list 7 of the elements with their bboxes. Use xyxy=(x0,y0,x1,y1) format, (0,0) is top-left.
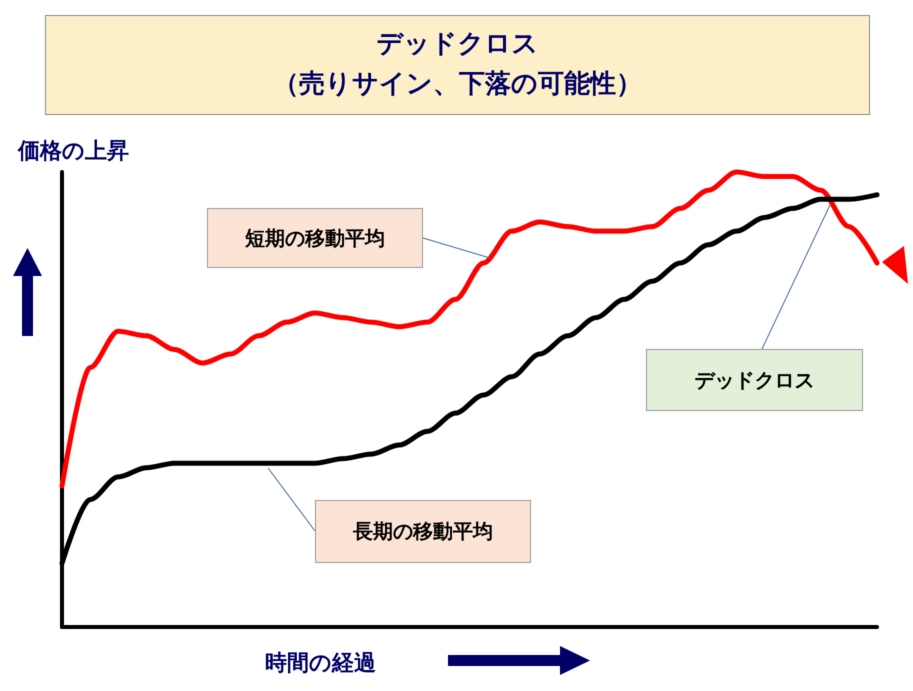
x-axis-title: 時間の経過 xyxy=(265,650,376,678)
y-axis-title: 価格の上昇 xyxy=(18,138,129,166)
chart-subtitle: （売りサイン、下落の可能性） xyxy=(272,68,643,101)
callout-box: 長期の移動平均 xyxy=(315,500,531,563)
chart-title: デッドクロス xyxy=(376,28,540,61)
callout-box: デッドクロス xyxy=(646,349,863,411)
callout-box: 短期の移動平均 xyxy=(207,208,423,268)
